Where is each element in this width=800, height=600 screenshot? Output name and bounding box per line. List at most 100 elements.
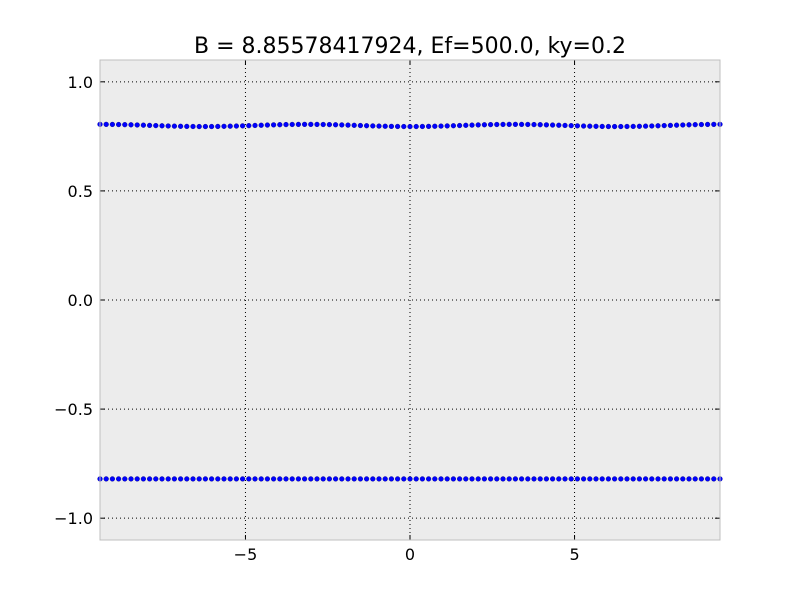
data-point <box>655 476 661 482</box>
data-point <box>202 476 209 482</box>
data-point <box>444 123 450 129</box>
data-point <box>103 121 109 127</box>
data-point <box>395 476 401 482</box>
data-point <box>308 121 314 127</box>
data-point <box>171 123 178 129</box>
data-point <box>109 121 116 128</box>
data-point <box>642 123 649 129</box>
data-point <box>178 123 184 129</box>
data-point <box>518 121 525 128</box>
y-tick-label: 0.5 <box>68 182 93 201</box>
data-point <box>128 476 134 482</box>
data-point <box>184 123 190 130</box>
data-point <box>636 476 643 482</box>
data-point <box>382 123 388 129</box>
data-point <box>655 123 661 129</box>
data-point <box>190 476 196 482</box>
data-point <box>314 476 320 482</box>
data-point <box>215 476 221 482</box>
data-point <box>221 123 227 129</box>
data-point <box>661 122 667 129</box>
data-point <box>339 476 345 482</box>
data-point <box>525 121 531 128</box>
data-point <box>122 122 128 128</box>
data-point <box>450 123 457 129</box>
data-point <box>339 122 345 128</box>
y-tick-label: 1.0 <box>68 73 93 92</box>
data-point <box>649 476 655 482</box>
data-point <box>636 123 643 129</box>
data-point <box>246 476 252 482</box>
data-point <box>184 476 190 482</box>
data-point <box>469 476 475 482</box>
data-point <box>512 476 519 482</box>
data-point <box>196 123 202 130</box>
data-point <box>171 476 178 482</box>
data-point <box>277 122 283 128</box>
data-point <box>704 476 711 482</box>
data-point <box>438 123 444 129</box>
data-point <box>302 121 308 127</box>
data-point <box>246 123 252 129</box>
data-point <box>401 476 407 482</box>
data-point <box>221 476 227 482</box>
data-point <box>667 122 674 128</box>
data-point <box>562 476 568 482</box>
data-point <box>698 476 705 482</box>
data-point <box>698 121 705 128</box>
data-point <box>147 122 153 128</box>
data-point <box>580 476 587 482</box>
data-point <box>413 476 419 482</box>
data-point <box>432 476 438 482</box>
data-point <box>364 123 370 129</box>
x-tick-label: 5 <box>569 545 579 564</box>
data-point <box>624 476 630 482</box>
data-point <box>320 476 326 482</box>
data-point <box>345 476 351 482</box>
data-point <box>457 122 463 129</box>
chart-title: B = 8.85578417924, Ef=500.0, ky=0.2 <box>194 34 626 59</box>
data-point <box>140 476 147 482</box>
data-point <box>512 121 519 127</box>
y-tick-label: −1.0 <box>54 509 93 528</box>
data-point <box>506 121 512 127</box>
data-point <box>463 476 469 482</box>
data-point <box>605 123 612 130</box>
data-point <box>326 122 333 128</box>
data-point <box>413 123 419 130</box>
data-point <box>599 123 605 130</box>
data-point <box>605 476 612 482</box>
data-point <box>549 476 556 482</box>
data-point <box>258 122 264 128</box>
data-point <box>264 122 271 128</box>
data-point <box>556 476 562 482</box>
data-point <box>165 476 171 482</box>
data-point <box>587 476 593 482</box>
data-point <box>320 121 326 128</box>
data-point <box>704 121 711 128</box>
data-point <box>407 123 413 130</box>
data-point <box>103 476 109 482</box>
data-point <box>680 122 686 128</box>
data-point <box>686 122 692 128</box>
plot-frame <box>99 59 721 541</box>
data-point <box>506 476 512 482</box>
data-point <box>376 476 382 482</box>
data-point <box>134 122 140 128</box>
data-point <box>580 123 587 129</box>
data-point <box>271 476 277 482</box>
data-point <box>283 476 289 482</box>
data-point <box>289 476 295 482</box>
data-point <box>426 476 432 482</box>
data-point <box>667 476 674 482</box>
data-point <box>593 123 599 129</box>
data-point <box>227 123 233 129</box>
data-point <box>178 476 184 482</box>
data-point <box>271 122 277 128</box>
data-point <box>277 476 283 482</box>
data-point <box>159 476 165 482</box>
data-point <box>227 476 233 482</box>
data-point <box>165 123 171 129</box>
axis-ticks: −5 0 5 1.0 0.5 0.0 −0.5 −1.0 <box>54 60 720 564</box>
